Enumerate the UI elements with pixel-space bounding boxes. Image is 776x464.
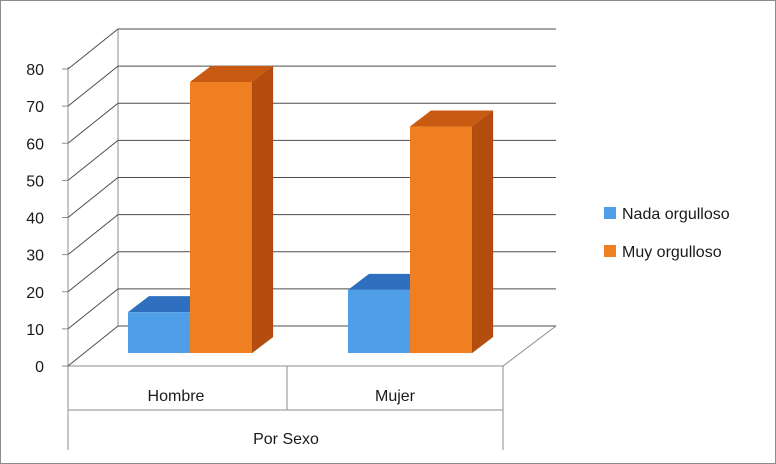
x-category-label: Hombre [148,388,205,405]
gridline [67,102,556,144]
gridline [67,65,556,107]
bar-top [190,65,273,82]
y-axis-ticks: 0 10 20 30 40 50 60 70 80 [26,62,68,376]
legend-swatch-muy-orgulloso [604,245,616,257]
bar-top [410,110,493,127]
y-tick-label: 70 [26,99,44,116]
legend-label: Nada orgulloso [622,206,730,223]
legend: Nada orgulloso Muy orgulloso [604,206,730,261]
y-tick-label: 40 [26,211,44,228]
bar-side [251,65,274,354]
y-tick-label: 80 [26,62,44,79]
y-tick-label: 60 [26,136,44,153]
bar [410,110,494,354]
gridline [67,28,556,70]
bar-front [128,312,190,353]
legend-swatch-nada-orgulloso [604,207,616,219]
bar [190,65,274,354]
bar-side [471,110,494,354]
y-tick-label: 0 [35,359,44,376]
bar-front [190,81,252,354]
legend-label: Muy orgulloso [622,244,722,261]
x-group-label: Por Sexo [253,431,319,448]
x-axis: Hombre Mujer Por Sexo [67,366,504,450]
y-tick-label: 50 [26,173,44,190]
y-tick-label: 10 [26,322,44,339]
x-category-label: Mujer [375,388,416,405]
bars [128,65,494,354]
bar-front [410,126,472,353]
bar-front [348,289,410,353]
y-tick-label: 30 [26,248,44,265]
floor-right-edge [502,325,557,367]
y-tick-label: 20 [26,285,44,302]
